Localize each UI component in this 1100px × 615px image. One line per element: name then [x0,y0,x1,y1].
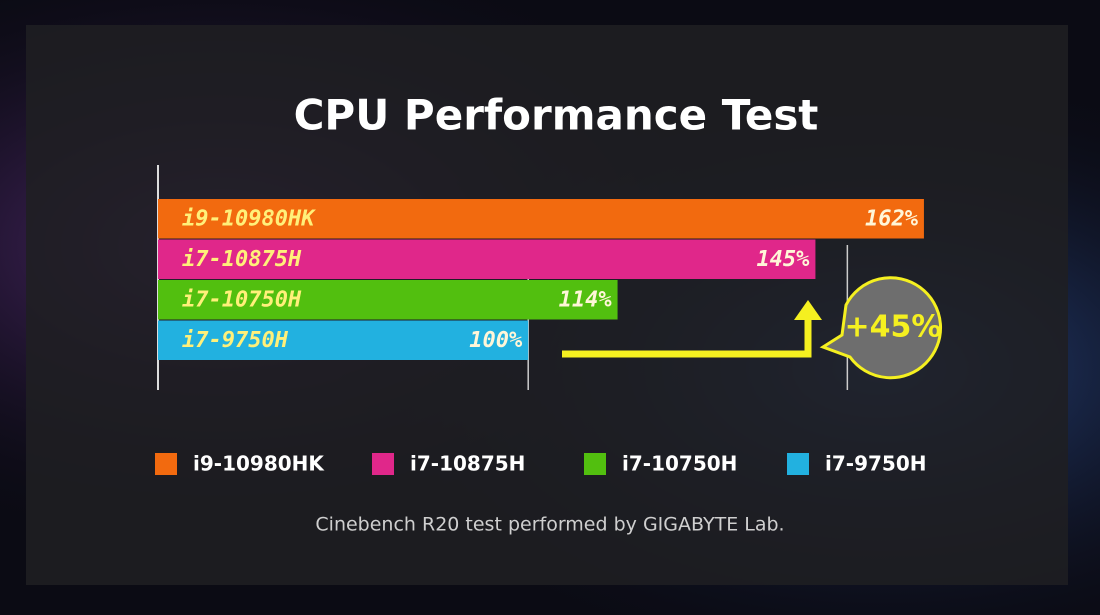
value-label: 145% [756,247,810,272]
bar [158,199,924,239]
legend-swatch [787,453,809,475]
bar [158,280,618,320]
value-label: 100% [469,328,523,353]
legend-label: i7-9750H [825,452,926,476]
category-label: i7-10750H [182,287,302,312]
category-label: i9-10980HK [182,206,316,231]
legend-swatch [155,453,177,475]
legend-label: i7-10750H [622,452,737,476]
arrow [562,318,812,358]
chart-title: CPU Performance Test [294,91,819,140]
value-label: 162% [865,206,919,231]
callout [819,276,943,380]
bar [158,320,529,360]
legend-swatch [584,453,606,475]
category-label: i7-9750H [182,328,289,353]
bar [158,239,816,279]
arrow-head [794,300,822,320]
legend-swatch [372,453,394,475]
category-label: i7-10875H [182,247,302,272]
value-label: 114% [559,287,613,312]
footnote: Cinebench R20 test performed by GIGABYTE… [315,514,784,536]
annotation: +45% [845,310,942,345]
legend-label: i7-10875H [410,452,525,476]
legend-label: i9-10980HK [193,452,325,476]
